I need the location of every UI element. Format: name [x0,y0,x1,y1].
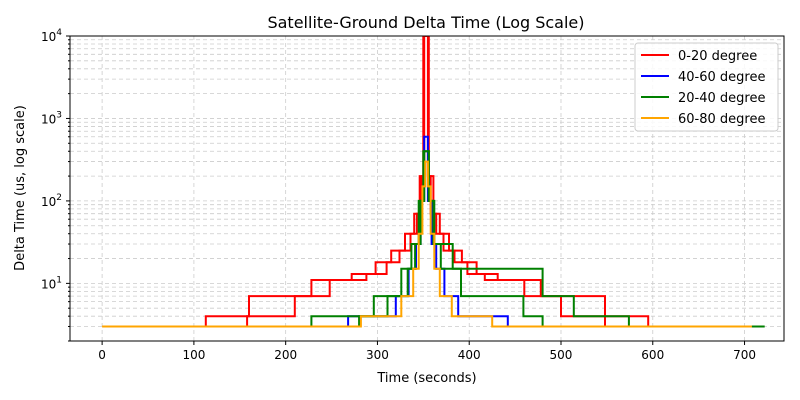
series-line [426,160,752,328]
x-tick-label: 200 [274,348,297,362]
y-axis-label: Delta Time (us, log scale) [13,105,28,271]
series-line [102,160,427,328]
y-tick-label: 101 [41,275,62,291]
legend-label: 0-20 degree [678,49,757,64]
x-tick-label: 400 [458,348,481,362]
legend-label: 40-60 degree [678,70,765,85]
series-line [426,150,745,328]
y-tick-label: 103 [41,110,62,126]
series-group [102,160,752,328]
y-tick-label: 102 [41,193,62,209]
x-tick-label: 100 [182,348,205,362]
y-axis: 101 102 103 104 [41,28,70,342]
series-line [140,36,427,328]
legend-label: 20-40 degree [678,91,765,106]
x-tick-label: 700 [733,348,756,362]
plot-frame [69,35,785,342]
legend-label: 60-80 degree [678,112,765,127]
x-axis: 0 100 200 300 400 500 600 700 [98,341,756,362]
legend-box [634,42,779,132]
y-tick-label: 104 [41,28,62,44]
series-layer [102,36,765,328]
x-tick-label: 600 [641,348,664,362]
x-axis-label: Time (seconds) [376,371,476,386]
x-tick-label: 300 [366,348,389,362]
chart-title: Satellite-Ground Delta Time (Log Scale) [267,13,584,32]
legend: 0-20 degree 40-60 degree 20-40 degree 60-80… [634,42,779,132]
x-tick-label: 0 [98,348,106,362]
series-line [426,36,714,328]
x-tick-label: 500 [550,348,573,362]
